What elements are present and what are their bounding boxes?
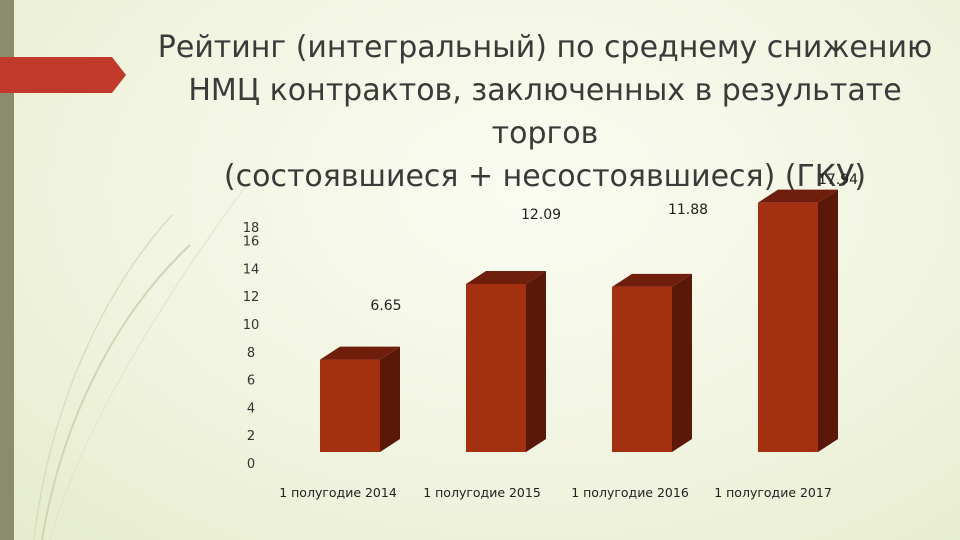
bar-side	[818, 189, 838, 452]
y-tick-label: 16	[243, 235, 260, 250]
bar	[320, 359, 380, 452]
y-tick-label: 10	[243, 318, 260, 333]
y-tick-label: 14	[243, 262, 260, 277]
category-label: 1 полугодие 2015	[423, 485, 541, 500]
bar-top	[320, 346, 400, 360]
bar	[758, 202, 818, 452]
bar	[466, 283, 526, 452]
category-label: 1 полугодие 2014	[279, 485, 397, 500]
bar-side	[380, 346, 400, 452]
y-tick-label: 12	[243, 290, 260, 305]
y-tick-label: 8	[247, 346, 255, 361]
data-label: 12.09	[521, 207, 561, 223]
bar-side	[526, 270, 546, 452]
data-label: 6.65	[370, 298, 401, 314]
data-label: 17.94	[818, 172, 858, 188]
bar-top	[466, 270, 546, 284]
category-label: 1 полугодие 2016	[571, 485, 689, 500]
title-line-1: Рейтинг (интегральный) по среднему сниже…	[157, 30, 933, 65]
y-tick-label: 18	[243, 221, 260, 236]
left-decor-strip	[0, 0, 14, 540]
bar-top	[612, 273, 692, 287]
data-label: 11.88	[668, 202, 708, 218]
y-tick-label: 6	[247, 374, 255, 389]
title-line-3: (состоявшиеся + несостоявшиеся) (ГКУ)	[223, 159, 867, 194]
title-line-2: НМЦ контрактов, заключенных в результате…	[188, 73, 902, 151]
y-tick-label: 4	[247, 401, 255, 416]
y-tick-label: 0	[247, 457, 255, 472]
bar	[612, 286, 672, 452]
category-label: 1 полугодие 2017	[714, 485, 832, 500]
bar-side	[672, 273, 692, 452]
y-tick-label: 2	[247, 429, 255, 444]
chart-title: Рейтинг (интегральный) по среднему сниже…	[140, 26, 950, 198]
red-arrow-marker	[0, 57, 126, 93]
bar-top	[758, 189, 838, 203]
